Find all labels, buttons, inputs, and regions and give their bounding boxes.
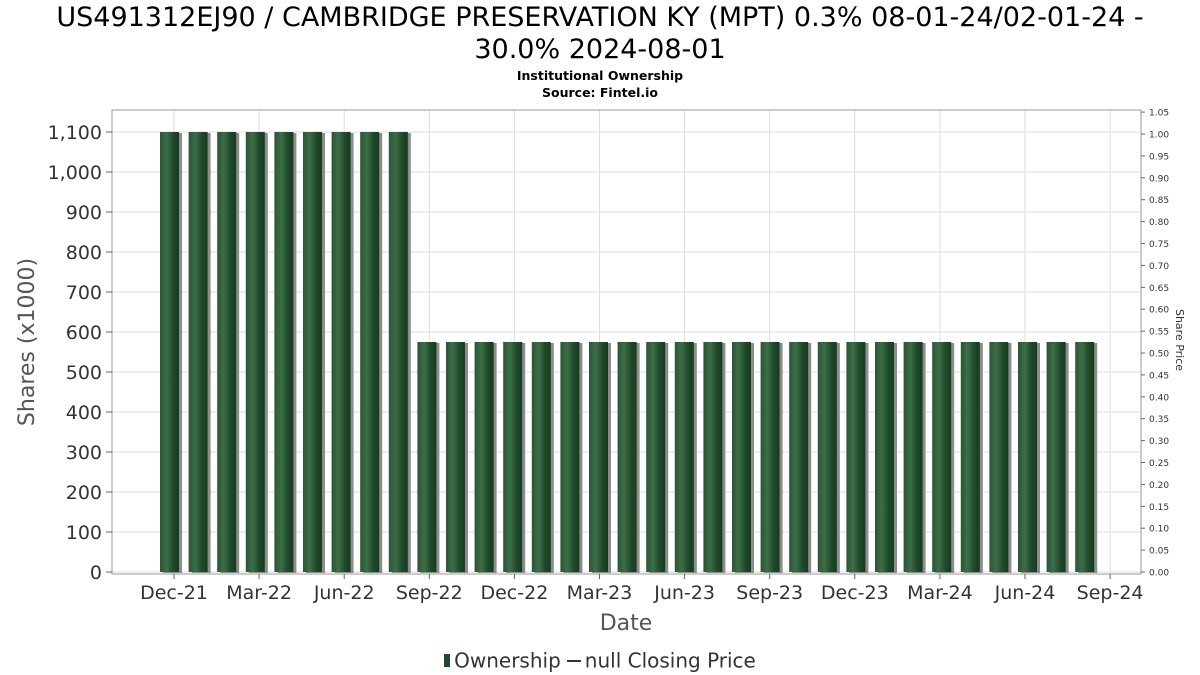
ownership-bar [360, 132, 380, 572]
y2-tick-label: 0.50 [1149, 350, 1169, 360]
ownership-bar [760, 342, 780, 572]
y-tick-label: 400 [66, 402, 102, 424]
ownership-bar [646, 342, 666, 572]
y2-tick-label: 0.15 [1149, 503, 1169, 513]
y-tick-label: 1,100 [48, 122, 102, 144]
y2-tick-label: 0.65 [1149, 284, 1169, 294]
ownership-bar [932, 342, 952, 572]
price-legend-swatch [566, 659, 581, 662]
ownership-bar [1018, 342, 1037, 572]
ownership-legend-swatch [444, 654, 451, 667]
x-tick-label: Sep-24 [1077, 582, 1144, 604]
ownership-bar [217, 132, 237, 572]
y2-tick-label: 0.10 [1149, 525, 1169, 535]
ownership-bar [732, 342, 751, 572]
ownership-bar [274, 132, 294, 572]
y-tick-label: 900 [66, 202, 102, 224]
y-axis-ticks: 0 100 200 300 400 500 600 700 800 900 1,000 1,100 [48, 122, 112, 584]
x-axis-label: Date [600, 611, 653, 636]
ownership-bar [960, 342, 980, 572]
y-tick-label: 100 [66, 522, 102, 544]
y-tick-label: 1,000 [48, 162, 102, 184]
ownership-bar [560, 342, 580, 572]
x-tick-label: Jun-23 [653, 582, 715, 604]
ownership-bar [531, 342, 551, 572]
ownership-bar [817, 342, 837, 572]
ownership-bar [1075, 342, 1095, 572]
x-tick-label: Dec-23 [821, 582, 889, 604]
y2-tick-label: 0.90 [1149, 174, 1169, 184]
x-tick-label: Mar-23 [567, 582, 633, 604]
y2-tick-label: 0.05 [1149, 547, 1169, 557]
ownership-bar [903, 342, 923, 572]
y2-tick-label: 1.05 [1149, 109, 1169, 119]
ownership-bar [875, 342, 894, 572]
x-tick-label: Sep-22 [396, 582, 463, 604]
plot-area-frame [111, 109, 1142, 575]
chart-source: Source: Fintel.io [542, 85, 658, 100]
y2-tick-label: 0.55 [1149, 328, 1169, 338]
chart-legend: Ownership null Closing Price [0, 647, 1200, 673]
y-tick-label: 600 [66, 322, 102, 344]
ownership-bar [789, 342, 809, 572]
chart-title-line-1: US491312EJ90 / CAMBRIDGE PRESERVATION KY… [56, 2, 1144, 33]
ownership-bar [846, 342, 866, 572]
y-axis-label: Shares (x1000) [15, 258, 40, 426]
y-tick-label: 300 [66, 442, 102, 464]
x-tick-label: Jun-24 [994, 582, 1056, 604]
ownership-bar [417, 342, 437, 572]
legend-ownership-label: Ownership [454, 648, 561, 673]
y2-tick-label: 1.00 [1149, 131, 1169, 141]
ownership-bar [303, 132, 322, 572]
ownership-bar [1046, 342, 1066, 572]
x-axis-ticks: Dec-21 Mar-22 Jun-22 Sep-22 Dec-22 Mar-23 Jun-… [140, 574, 1144, 604]
ownership-bar [474, 342, 494, 572]
ownership-bar [331, 132, 351, 572]
y2-tick-label: 0.35 [1149, 415, 1169, 425]
y2-tick-label: 0.25 [1149, 459, 1169, 469]
y-tick-label: 200 [66, 482, 102, 504]
ownership-bar [989, 342, 1009, 572]
ownership-bar [503, 342, 523, 572]
x-tick-label: Mar-24 [907, 582, 973, 604]
y2-tick-label: 0.80 [1149, 218, 1169, 228]
ownership-bar [589, 342, 608, 572]
x-tick-label: Jun-22 [313, 582, 375, 604]
x-tick-label: Dec-22 [480, 582, 548, 604]
y-tick-label: 0 [90, 562, 102, 584]
ownership-bar [703, 342, 723, 572]
legend-price-label: null Closing Price [584, 648, 756, 673]
y2-tick-label: 0.85 [1149, 196, 1169, 206]
ownership-bar [617, 342, 637, 572]
y-tick-label: 500 [66, 362, 102, 384]
y-tick-label: 700 [66, 282, 102, 304]
ownership-bar [188, 132, 208, 572]
y2-tick-label: 0.40 [1149, 393, 1169, 403]
bars [160, 132, 1098, 573]
y2-tick-label: 0.20 [1149, 481, 1169, 491]
y2-tick-label: 0.75 [1149, 240, 1169, 250]
chart-title-line-2: 30.0% 2024-08-01 [474, 34, 726, 65]
ownership-bar [446, 342, 465, 572]
ownership-bar [160, 132, 179, 572]
ownership-bar [674, 342, 694, 572]
y2-tick-label: 0.95 [1149, 152, 1169, 162]
ownership-bar [388, 132, 408, 572]
y-tick-label: 800 [66, 242, 102, 264]
x-tick-label: Sep-23 [736, 582, 803, 604]
y2-tick-label: 0.00 [1149, 569, 1169, 579]
y2-tick-label: 0.45 [1149, 371, 1169, 381]
x-tick-label: Mar-22 [226, 582, 292, 604]
y2-axis-label: Share Price [1173, 309, 1186, 371]
y2-axis-ticks: 0.00 0.05 0.10 0.15 0.20 0.25 0.30 0.35 0.40 0.45… [1141, 109, 1169, 579]
ownership-bar [245, 132, 265, 572]
y2-tick-label: 0.30 [1149, 437, 1169, 447]
y2-tick-label: 0.70 [1149, 262, 1169, 272]
chart-subtitle: Institutional Ownership [516, 68, 684, 83]
x-tick-label: Dec-21 [140, 582, 208, 604]
y2-tick-label: 0.60 [1149, 306, 1169, 316]
